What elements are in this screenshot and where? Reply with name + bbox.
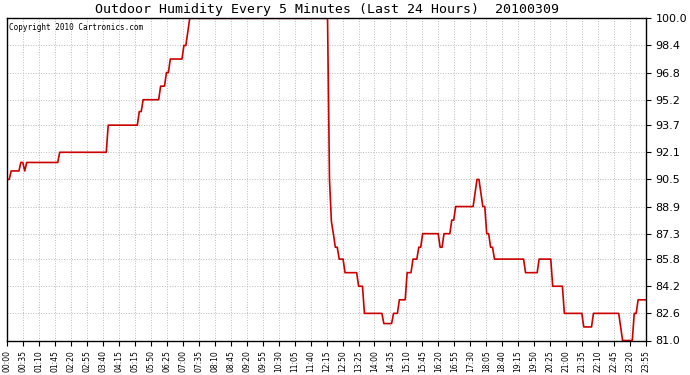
Text: Copyright 2010 Cartronics.com: Copyright 2010 Cartronics.com	[8, 23, 143, 32]
Title: Outdoor Humidity Every 5 Minutes (Last 24 Hours)  20100309: Outdoor Humidity Every 5 Minutes (Last 2…	[95, 3, 559, 16]
